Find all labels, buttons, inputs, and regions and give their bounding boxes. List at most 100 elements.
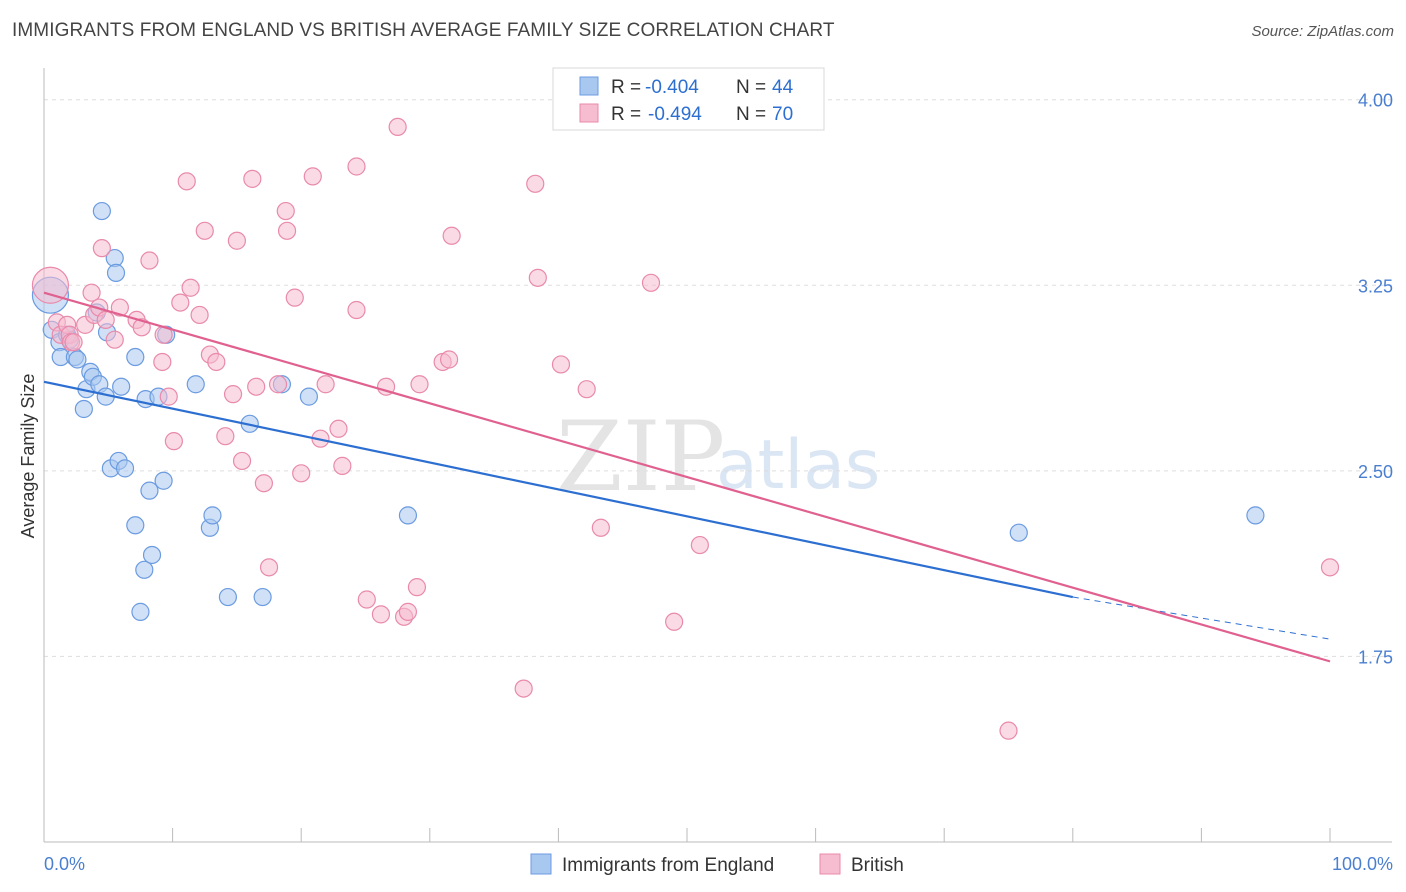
- series-british: [31, 117, 1340, 740]
- point-british-35: [254, 474, 274, 493]
- legend-swatch-england: [579, 76, 599, 96]
- source-credit: Source: ZipAtlas.com: [1251, 23, 1394, 40]
- point-england-36: [218, 587, 237, 607]
- x-tick-label-min: 0.0%: [44, 854, 85, 874]
- legend-r-value-british: -0.494: [648, 104, 702, 125]
- watermark-zip: ZIP: [556, 401, 725, 513]
- point-british-21: [164, 432, 183, 451]
- trend-lines: [43, 291, 1331, 663]
- point-british-46: [333, 456, 352, 475]
- point-british-61: [528, 268, 547, 287]
- trend-line-british: [43, 291, 1331, 663]
- y-tick-label-1: 3.25: [1358, 276, 1393, 296]
- point-british-56: [410, 375, 429, 394]
- point-british-64: [577, 380, 596, 399]
- point-british-48: [347, 300, 366, 320]
- bottom-legend-swatch-england: [530, 853, 552, 875]
- point-england-40: [299, 387, 319, 406]
- legend-r-value-england: -0.404: [645, 77, 699, 98]
- bottom-legend-label-british: British: [851, 855, 904, 876]
- point-british-45: [329, 419, 348, 438]
- point-england-38: [253, 587, 272, 607]
- point-british-6: [64, 333, 83, 352]
- y-axis-label: Average Family Size: [18, 374, 38, 539]
- chart-title: IMMIGRANTS FROM ENGLAND VS BRITISH AVERA…: [12, 20, 835, 41]
- point-british-42: [303, 167, 322, 186]
- point-british-63: [551, 355, 571, 374]
- point-british-22: [171, 293, 190, 312]
- point-british-41: [292, 464, 311, 483]
- point-england-42: [1246, 506, 1265, 525]
- point-british-11: [92, 239, 111, 258]
- point-british-20: [159, 387, 178, 406]
- legend-r-label-england: R =: [611, 77, 641, 98]
- point-british-0: [31, 266, 70, 304]
- point-british-67: [665, 612, 684, 631]
- point-england-14: [92, 201, 111, 221]
- point-england-22: [115, 459, 135, 478]
- point-england-21: [112, 377, 131, 396]
- point-british-36: [259, 558, 279, 577]
- point-british-47: [347, 157, 366, 176]
- point-british-17: [140, 251, 159, 270]
- top-legend: R = -0.404 N = 44 R = -0.494 N = 70: [552, 67, 825, 131]
- point-british-69: [999, 721, 1018, 740]
- legend-n-label-england: N =: [736, 77, 766, 98]
- point-british-14: [110, 298, 129, 317]
- point-british-31: [227, 231, 246, 250]
- legend-n-value-british: 70: [772, 104, 793, 125]
- point-british-62: [526, 174, 545, 193]
- point-british-12: [96, 310, 115, 330]
- point-british-68: [690, 535, 709, 555]
- point-british-54: [398, 602, 418, 621]
- point-england-28: [140, 481, 159, 500]
- point-british-18: [153, 352, 172, 372]
- point-england-41: [398, 506, 418, 525]
- point-england-43: [1009, 523, 1028, 542]
- y-tick-label-0: 4.00: [1358, 91, 1393, 111]
- point-british-49: [357, 590, 376, 609]
- axes: [43, 68, 1392, 843]
- point-england-33: [186, 375, 205, 394]
- y-tick-labels: 4.00 3.25 2.50 1.75: [1358, 91, 1393, 668]
- point-british-13: [105, 330, 124, 349]
- point-england-26: [135, 560, 154, 579]
- point-england-29: [142, 545, 162, 565]
- bottom-legend-label-england: Immigrants from England: [562, 855, 774, 876]
- point-british-39: [277, 221, 297, 240]
- point-british-44: [316, 375, 335, 394]
- y-tick-label-2: 2.50: [1358, 462, 1393, 482]
- point-england-8: [74, 399, 93, 419]
- point-british-32: [232, 451, 252, 471]
- legend-n-value-england: 44: [772, 77, 794, 98]
- trend-line-england: [43, 380, 1074, 599]
- y-tick-label-3: 1.75: [1358, 647, 1393, 667]
- point-british-55: [407, 578, 427, 597]
- point-british-8: [82, 283, 101, 302]
- legend-r-label-british: R =: [611, 104, 641, 125]
- point-england-35: [203, 506, 222, 525]
- point-british-70: [1320, 558, 1340, 577]
- point-england-31: [154, 471, 173, 490]
- point-british-65: [591, 518, 610, 537]
- bottom-legend: Immigrants from England British: [530, 853, 904, 876]
- point-british-58: [439, 350, 459, 369]
- point-british-40: [285, 288, 304, 307]
- point-british-59: [442, 226, 461, 245]
- point-british-26: [195, 221, 214, 240]
- legend-swatch-british: [579, 103, 599, 123]
- point-england-23: [126, 347, 145, 367]
- x-tick-label-max: 100.0%: [1332, 854, 1393, 874]
- point-british-34: [247, 377, 266, 396]
- point-british-30: [223, 385, 243, 404]
- point-british-33: [243, 169, 262, 188]
- point-british-66: [641, 273, 661, 292]
- point-british-24: [181, 278, 200, 297]
- point-england-25: [131, 602, 150, 621]
- point-british-23: [177, 172, 196, 191]
- point-british-52: [388, 117, 407, 137]
- point-british-29: [216, 427, 235, 446]
- point-british-37: [268, 375, 288, 394]
- watermark-atlas: atlas: [716, 426, 880, 505]
- bottom-legend-swatch-british: [819, 853, 841, 875]
